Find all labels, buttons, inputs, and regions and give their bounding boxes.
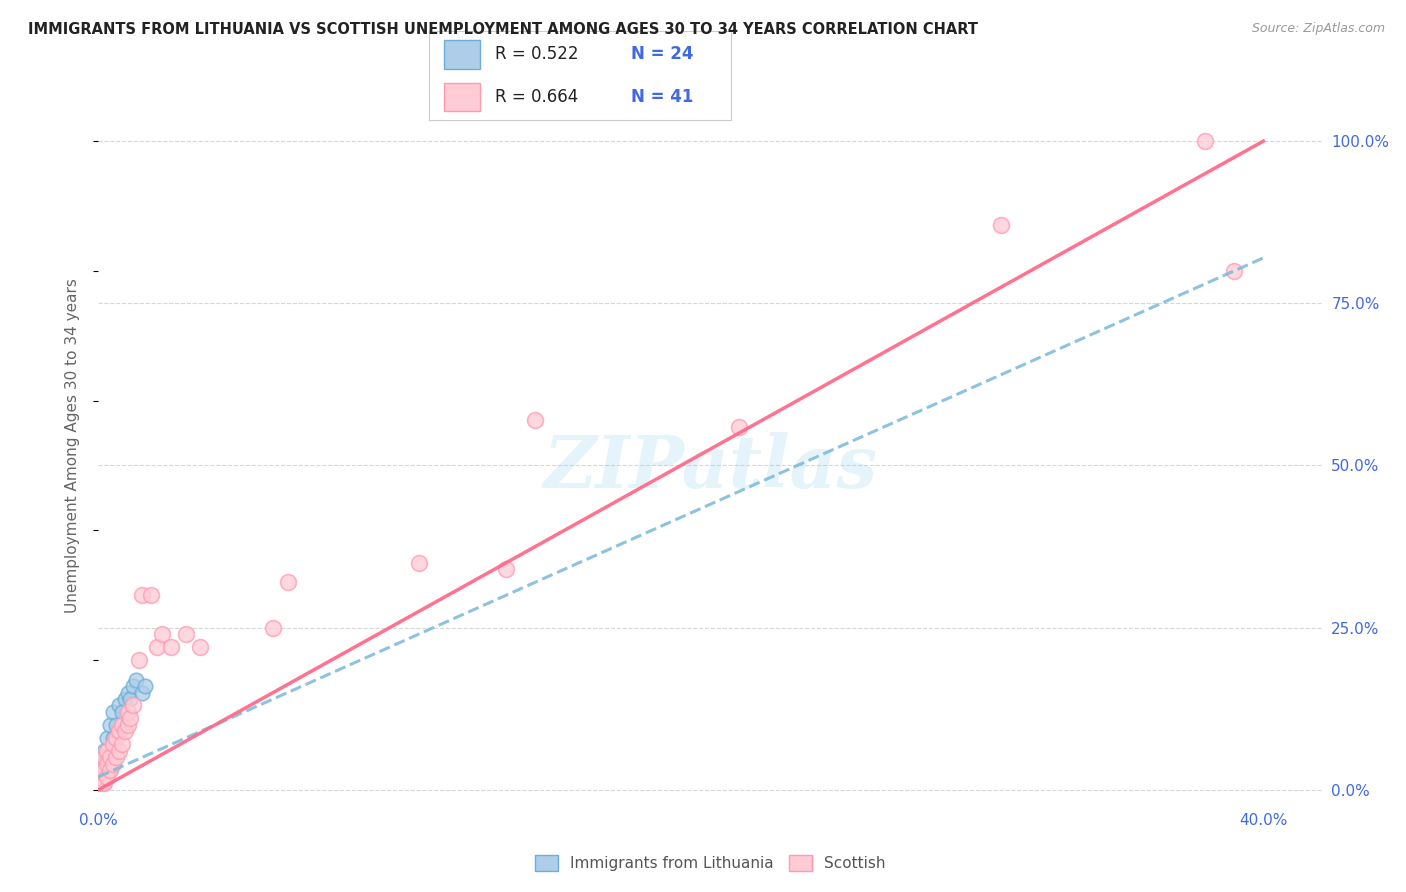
Point — [1194, 134, 1216, 148]
Point — [98, 750, 121, 764]
Point — [111, 738, 134, 752]
Point — [111, 718, 134, 732]
Point — [98, 764, 121, 778]
Point — [101, 738, 124, 752]
Point — [120, 711, 142, 725]
Point — [93, 776, 115, 790]
Point — [1223, 264, 1246, 278]
Point — [117, 718, 139, 732]
Point — [262, 621, 284, 635]
Point — [90, 776, 112, 790]
Point — [93, 744, 115, 758]
Point — [114, 724, 136, 739]
Point — [96, 750, 118, 764]
Point — [101, 756, 124, 771]
Point — [117, 705, 139, 719]
Point — [145, 640, 167, 654]
Point — [125, 673, 148, 687]
Point — [122, 679, 145, 693]
Point — [728, 419, 751, 434]
Point — [101, 731, 124, 745]
Point — [114, 692, 136, 706]
Point — [98, 764, 121, 778]
Point — [134, 679, 156, 693]
Point — [160, 640, 183, 654]
Point — [122, 698, 145, 713]
Point — [93, 776, 115, 790]
Point — [131, 588, 153, 602]
Point — [93, 764, 115, 778]
Point — [990, 219, 1012, 233]
Point — [108, 698, 131, 713]
Point — [152, 627, 174, 641]
Point — [101, 705, 124, 719]
Point — [90, 776, 112, 790]
Point — [131, 685, 153, 699]
Point — [104, 718, 127, 732]
Point — [90, 770, 112, 784]
Point — [96, 756, 118, 771]
Point — [96, 744, 118, 758]
Point — [108, 744, 131, 758]
Point — [96, 731, 118, 745]
Point — [524, 413, 547, 427]
Point — [93, 756, 115, 771]
FancyBboxPatch shape — [444, 40, 481, 69]
Point — [117, 685, 139, 699]
Point — [93, 750, 115, 764]
Point — [90, 764, 112, 778]
Text: ZIPatlas: ZIPatlas — [543, 432, 877, 503]
Point — [90, 764, 112, 778]
Text: R = 0.664: R = 0.664 — [495, 88, 579, 106]
Point — [139, 588, 162, 602]
Point — [128, 653, 150, 667]
Point — [120, 692, 142, 706]
Point — [108, 724, 131, 739]
Point — [188, 640, 212, 654]
Text: N = 41: N = 41 — [631, 88, 693, 106]
Point — [104, 750, 127, 764]
Point — [277, 575, 299, 590]
Y-axis label: Unemployment Among Ages 30 to 34 years: Unemployment Among Ages 30 to 34 years — [65, 278, 80, 614]
Text: Source: ZipAtlas.com: Source: ZipAtlas.com — [1251, 22, 1385, 36]
Text: R = 0.522: R = 0.522 — [495, 45, 579, 63]
Point — [93, 770, 115, 784]
FancyBboxPatch shape — [444, 83, 481, 112]
Point — [495, 562, 517, 576]
Point — [98, 718, 121, 732]
Point — [111, 705, 134, 719]
Text: IMMIGRANTS FROM LITHUANIA VS SCOTTISH UNEMPLOYMENT AMONG AGES 30 TO 34 YEARS COR: IMMIGRANTS FROM LITHUANIA VS SCOTTISH UN… — [28, 22, 979, 37]
Legend: Immigrants from Lithuania, Scottish: Immigrants from Lithuania, Scottish — [529, 849, 891, 877]
Point — [174, 627, 197, 641]
Point — [96, 770, 118, 784]
Point — [96, 770, 118, 784]
Point — [408, 556, 430, 570]
Point — [90, 770, 112, 784]
Text: N = 24: N = 24 — [631, 45, 695, 63]
Point — [104, 731, 127, 745]
